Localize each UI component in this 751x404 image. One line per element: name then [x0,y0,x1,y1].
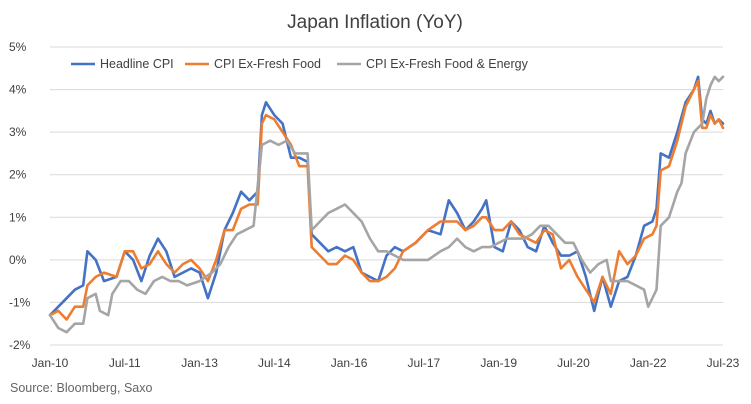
x-tick-label: Jul-17 [408,356,441,370]
series-lines [48,75,725,334]
legend: Headline CPI CPI Ex-Fresh Food CPI Ex-Fres… [71,57,529,71]
legend-label: Headline CPI [100,57,174,71]
series-line [48,79,725,321]
y-tick-label: -2% [9,338,31,352]
legend-label: CPI Ex-Fresh Food [214,57,321,71]
x-tick-label: Jan-22 [630,356,667,370]
y-tick-label: 0% [9,253,27,267]
y-axis-ticks: -2% -1% 0% 1% 2% 3% 4% 5% [9,40,31,352]
legend-label: CPI Ex-Fresh Food & Energy [366,57,529,71]
x-tick-label: Jan-19 [480,356,517,370]
series-line [48,75,725,317]
y-tick-label: 1% [9,210,27,224]
x-tick-label: Jul-23 [707,356,740,370]
chart-title: Japan Inflation (YoY) [287,12,463,33]
y-tick-label: 5% [9,40,27,54]
x-tick-label: Jan-10 [32,356,69,370]
x-axis-ticks: Jan-10 Jul-11 Jan-13 Jul-14 Jan-16 Jul-17 Jan-… [32,356,740,370]
gridlines [50,46,723,346]
y-tick-label: 3% [9,125,27,139]
x-tick-label: Jul-11 [109,356,141,370]
x-tick-label: Jan-16 [331,356,368,370]
y-tick-label: -1% [9,295,31,309]
y-tick-label: 2% [9,168,27,182]
source-note: Source: Bloomberg, Saxo [10,381,153,395]
series-line [48,75,725,334]
x-tick-label: Jul-14 [258,356,291,370]
x-tick-label: Jan-13 [181,356,218,370]
y-tick-label: 4% [9,83,27,97]
x-tick-label: Jul-20 [557,356,590,370]
